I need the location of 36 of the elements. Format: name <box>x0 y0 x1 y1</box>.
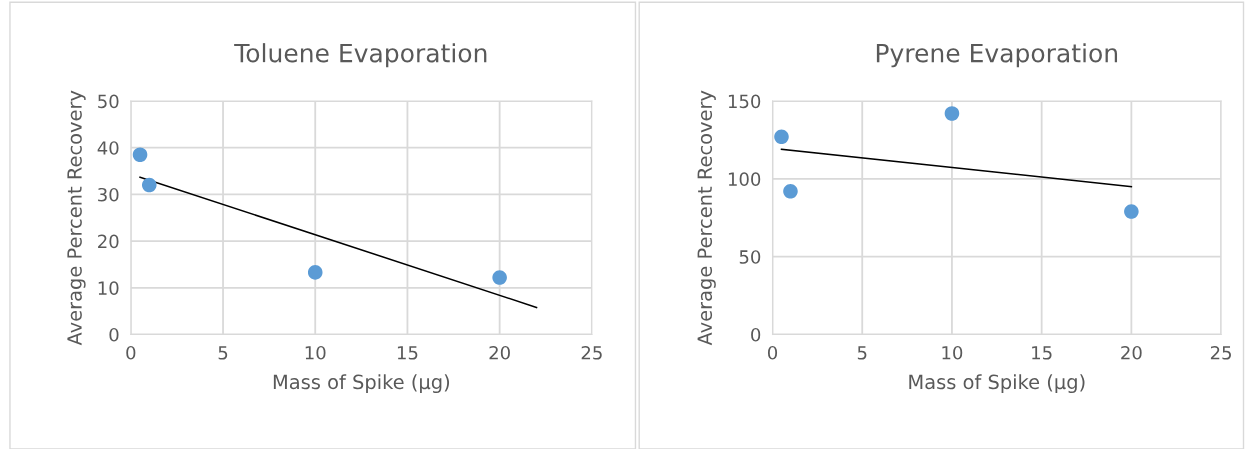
point <box>944 106 960 121</box>
x-tick-label: 10 <box>942 345 963 360</box>
point <box>783 184 798 199</box>
x-tick-label: 25 <box>581 345 602 360</box>
chart-title: Pyrene Evaporation <box>876 43 1118 68</box>
x-tick-label: 15 <box>1032 346 1052 360</box>
x-tick-label: 25 <box>1210 345 1231 360</box>
y-tick-label: 20 <box>98 234 119 249</box>
y-axis-title: Average Percent Recovery <box>67 90 86 346</box>
x-tick-label: 0 <box>126 345 136 360</box>
x-tick-label: 5 <box>857 346 867 360</box>
y-tick-label: 0 <box>109 327 119 342</box>
y-tick-label: 10 <box>98 281 119 295</box>
x-tick-label: 10 <box>305 345 326 360</box>
y-tick-label: 50 <box>739 250 761 264</box>
y-tick-label: 100 <box>728 172 761 186</box>
y-tick-label: 50 <box>98 94 119 109</box>
point <box>1124 204 1139 219</box>
point <box>774 129 789 145</box>
x-tick-label: 20 <box>489 345 510 360</box>
x-tick-label: 0 <box>767 345 778 360</box>
point <box>132 147 148 163</box>
x-tick-label: 15 <box>397 346 418 360</box>
point <box>141 177 157 193</box>
point <box>492 270 507 285</box>
x-tick-label: 20 <box>1121 345 1142 360</box>
y-tick-label: 30 <box>98 187 119 202</box>
chart-title: Toluene Evaporation <box>234 43 487 68</box>
y-tick-label: 150 <box>728 94 761 109</box>
x-tick-label: 5 <box>218 346 228 360</box>
y-tick-label: 0 <box>751 327 761 342</box>
x-axis-title: Mass of Spike (µg) <box>909 374 1085 394</box>
y-axis-title: Average Percent Recovery <box>697 90 716 346</box>
point <box>307 265 323 280</box>
x-axis-title: Mass of Spike (µg) <box>273 374 450 394</box>
y-tick-label: 40 <box>97 141 119 155</box>
